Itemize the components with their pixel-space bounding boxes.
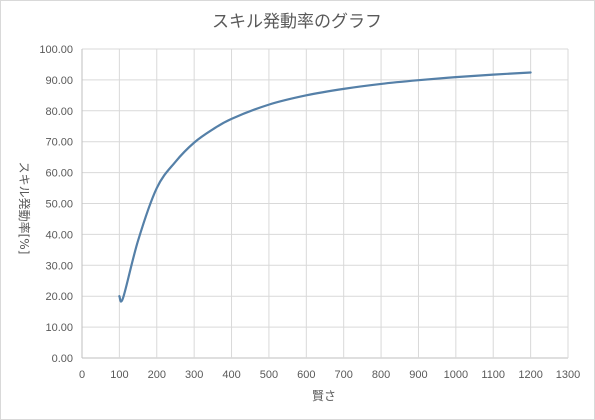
y-tick-label: 40.00 — [45, 229, 73, 241]
y-tick-label: 70.00 — [45, 137, 73, 149]
grid-lines — [81, 48, 569, 359]
y-tick-label: 20.00 — [45, 291, 73, 303]
y-tick-label: 0.00 — [52, 353, 73, 365]
chart-title: スキル発動率のグラフ — [212, 12, 382, 32]
x-tick-labels: 0 100 200 300 400 500 600 700 800 900 1000 1100 1200… — [79, 369, 580, 381]
x-tick-label: 200 — [148, 369, 166, 381]
x-tick-label: 900 — [409, 369, 427, 381]
x-axis-label: 賢さ — [312, 389, 336, 403]
x-tick-label: 300 — [185, 369, 203, 381]
x-tick-label: 100 — [110, 369, 128, 381]
x-tick-label: 700 — [335, 369, 353, 381]
x-tick-label: 500 — [260, 369, 278, 381]
x-tick-label: 1000 — [444, 369, 468, 381]
x-tick-label: 400 — [222, 369, 240, 381]
x-tick-label: 800 — [372, 369, 390, 381]
x-tick-label: 1100 — [481, 369, 505, 381]
x-tick-label: 600 — [297, 369, 315, 381]
y-tick-label: 30.00 — [45, 260, 73, 272]
x-tick-label: 0 — [79, 369, 85, 381]
y-tick-label: 80.00 — [45, 106, 73, 118]
x-tick-label: 1300 — [556, 369, 580, 381]
y-tick-label: 90.00 — [45, 75, 73, 87]
y-axis-label: スキル発動率[%] — [17, 162, 32, 255]
series-line — [118, 71, 532, 303]
y-tick-label: 60.00 — [45, 168, 73, 180]
y-axis-label-text: スキル発動率[%] — [17, 162, 32, 255]
y-tick-labels: 0.00 10.00 20.00 30.00 40.00 50.00 60.00 70.00 8… — [39, 44, 73, 365]
x-tick-label: 1200 — [518, 369, 542, 381]
y-tick-label: 50.00 — [45, 199, 73, 211]
y-tick-label: 10.00 — [45, 322, 73, 334]
y-tick-label: 100.00 — [39, 44, 73, 56]
series-group — [118, 71, 532, 303]
